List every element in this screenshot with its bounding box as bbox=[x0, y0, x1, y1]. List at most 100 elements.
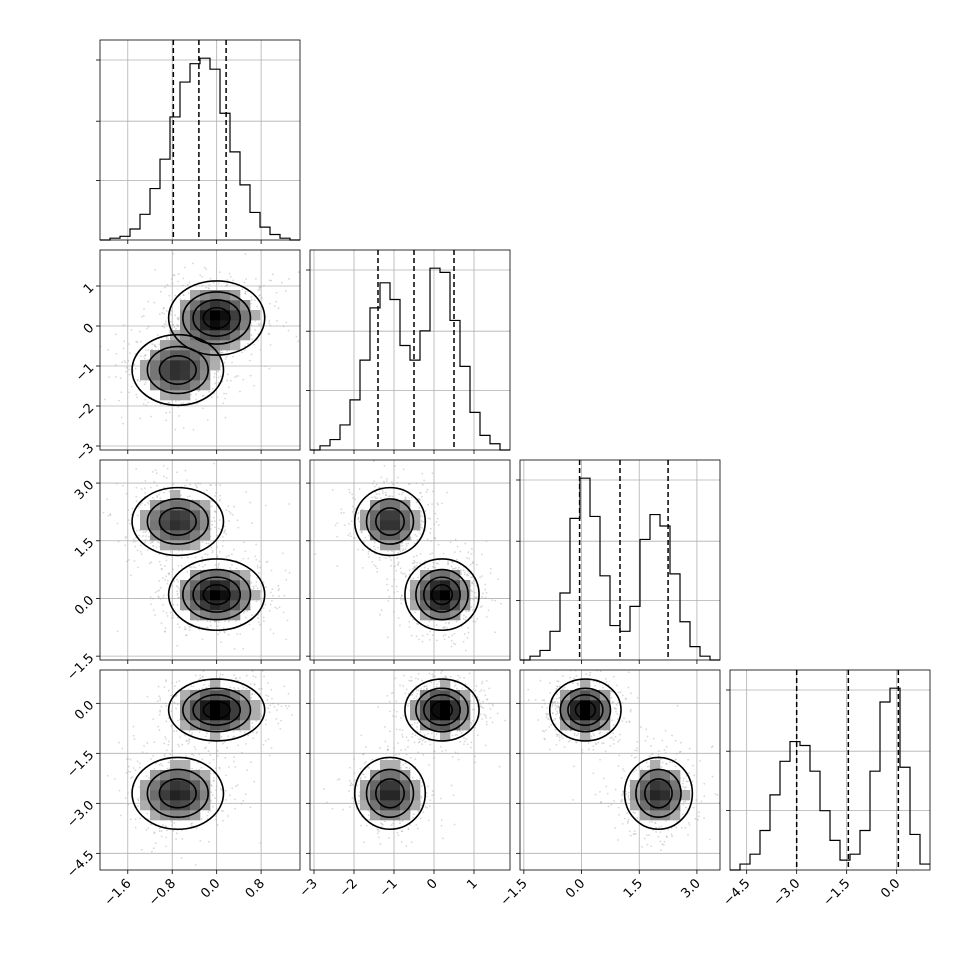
sample-point bbox=[420, 795, 423, 798]
density-cell bbox=[160, 770, 171, 781]
sample-point bbox=[426, 488, 429, 491]
sample-point bbox=[459, 676, 461, 679]
sample-point bbox=[165, 679, 167, 682]
contour-line bbox=[202, 700, 231, 720]
sample-point bbox=[273, 305, 276, 307]
sample-point bbox=[275, 717, 278, 720]
sample-point bbox=[229, 567, 232, 569]
sample-point bbox=[251, 726, 254, 728]
sample-point bbox=[414, 677, 417, 680]
sample-point bbox=[222, 540, 225, 542]
density-cell bbox=[190, 590, 201, 601]
sample-point bbox=[465, 616, 467, 618]
sample-point bbox=[481, 700, 484, 703]
sample-point bbox=[413, 566, 416, 569]
sample-point bbox=[442, 634, 445, 637]
density-cell bbox=[210, 330, 221, 341]
sample-point bbox=[395, 569, 398, 572]
sample-point bbox=[429, 540, 432, 543]
sample-point bbox=[417, 678, 420, 680]
sample-point bbox=[153, 301, 156, 304]
sample-point bbox=[256, 305, 259, 308]
sample-point bbox=[229, 379, 232, 382]
sample-point bbox=[219, 787, 222, 790]
sample-point bbox=[471, 562, 474, 565]
sample-point bbox=[231, 564, 233, 566]
sample-point bbox=[401, 541, 404, 544]
sample-point bbox=[439, 745, 442, 748]
sample-point bbox=[349, 532, 352, 535]
sample-point bbox=[198, 731, 201, 734]
sample-point bbox=[419, 562, 422, 565]
sample-point bbox=[454, 643, 457, 646]
sample-point bbox=[159, 762, 162, 765]
sample-point bbox=[258, 294, 261, 297]
sample-point bbox=[288, 503, 291, 505]
sample-point bbox=[382, 480, 385, 483]
sample-point bbox=[232, 355, 234, 358]
sample-point bbox=[176, 317, 179, 320]
sample-point bbox=[399, 624, 401, 627]
sample-point bbox=[126, 560, 128, 563]
sample-point bbox=[107, 514, 110, 517]
sample-point bbox=[413, 697, 416, 700]
sample-point bbox=[270, 569, 273, 572]
sample-point bbox=[128, 765, 130, 768]
sample-point bbox=[150, 415, 152, 418]
density-cell bbox=[220, 720, 231, 731]
sample-point bbox=[269, 324, 272, 327]
sample-point bbox=[159, 563, 162, 566]
sample-point bbox=[248, 661, 250, 663]
sample-point bbox=[435, 521, 438, 523]
sample-point bbox=[465, 574, 468, 576]
sample-point bbox=[417, 751, 419, 754]
sample-point bbox=[268, 367, 271, 370]
density-cell bbox=[180, 770, 191, 781]
sample-point bbox=[263, 284, 265, 287]
sample-point bbox=[145, 829, 148, 831]
hist-panel-2 bbox=[516, 459, 721, 664]
sample-point bbox=[410, 496, 413, 499]
sample-point bbox=[217, 621, 220, 623]
density-cell bbox=[140, 800, 151, 811]
density-cell bbox=[210, 590, 221, 601]
sample-point bbox=[216, 556, 219, 559]
sample-point bbox=[373, 545, 375, 548]
sample-point bbox=[392, 822, 395, 825]
sample-point bbox=[441, 837, 444, 840]
density-cell bbox=[210, 320, 221, 331]
sample-point bbox=[410, 679, 413, 682]
sample-point bbox=[255, 543, 258, 546]
density-cell bbox=[190, 610, 201, 621]
sample-point bbox=[473, 599, 476, 601]
sample-point bbox=[128, 391, 131, 394]
density-cell bbox=[180, 710, 191, 721]
sample-point bbox=[452, 794, 455, 797]
sample-point bbox=[225, 789, 227, 792]
sample-point bbox=[182, 426, 185, 429]
sample-point bbox=[163, 312, 166, 315]
density-cell bbox=[450, 580, 461, 591]
sample-point bbox=[268, 319, 271, 322]
sample-point bbox=[178, 588, 181, 591]
sample-point bbox=[222, 819, 224, 822]
sample-point bbox=[349, 784, 352, 787]
density-cell bbox=[240, 720, 251, 731]
density-cell bbox=[150, 790, 161, 801]
sample-point bbox=[218, 271, 221, 274]
sample-point bbox=[163, 326, 166, 329]
sample-point bbox=[481, 718, 484, 720]
sample-point bbox=[221, 535, 224, 538]
contour-line bbox=[182, 291, 252, 345]
sample-point bbox=[118, 741, 120, 744]
contour-line bbox=[404, 558, 480, 632]
density-cell bbox=[410, 580, 421, 591]
sample-point bbox=[132, 540, 135, 543]
scatter-panel-1-3: −3 −2 −1 0 1 bbox=[297, 669, 511, 900]
sample-point bbox=[150, 850, 153, 853]
sample-point bbox=[485, 717, 487, 719]
sample-point bbox=[140, 848, 143, 851]
sample-point bbox=[220, 351, 223, 354]
sample-point bbox=[187, 292, 190, 294]
sample-point bbox=[195, 398, 198, 401]
